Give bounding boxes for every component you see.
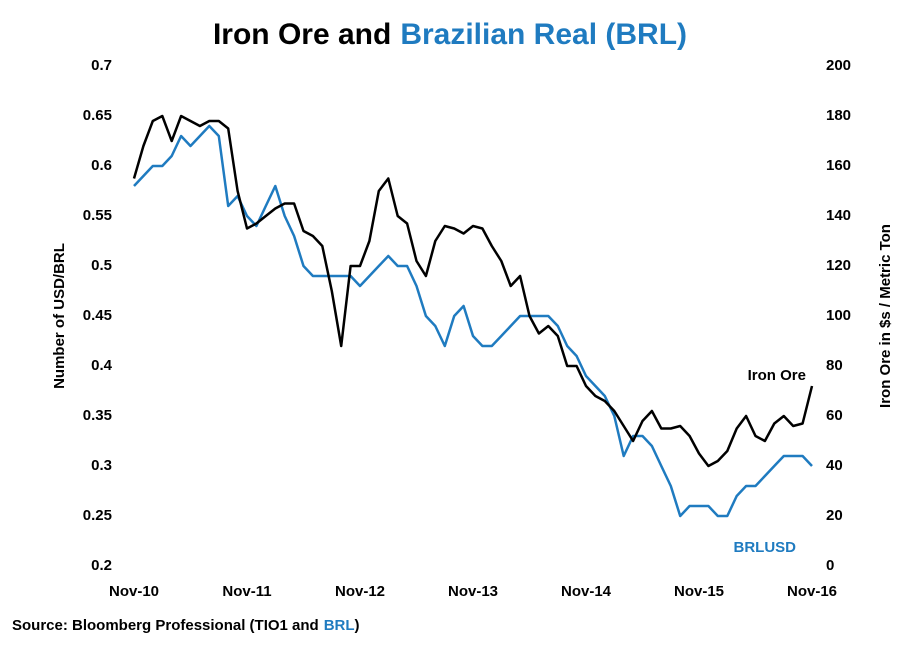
- y2-tick-label: 100: [826, 307, 851, 324]
- y2-tick-label: 180: [826, 107, 851, 124]
- y-tick-label: 0.6: [91, 157, 112, 174]
- y-tick-label: 0.35: [83, 407, 112, 424]
- y-tick-label: 0.25: [83, 507, 112, 524]
- y2-tick-label: 200: [826, 57, 851, 74]
- y2-tick-label: 60: [826, 407, 843, 424]
- y2-tick-label: 40: [826, 457, 843, 474]
- y-tick-label: 0.65: [83, 107, 112, 124]
- y-tick-label: 0.45: [83, 307, 112, 324]
- y-axis-label: Number of USD/BRL: [51, 243, 68, 389]
- y-tick-label: 0.2: [91, 557, 112, 574]
- y-tick-label: 0.3: [91, 457, 112, 474]
- series-label: Iron Ore: [748, 367, 806, 384]
- series-line: [133, 124, 813, 518]
- series-label: BRLUSD: [734, 539, 797, 556]
- x-tick-label: Nov-14: [561, 583, 612, 600]
- y2-tick-label: 0: [826, 557, 834, 574]
- source: Source: Bloomberg Professional (TIO1 and…: [12, 617, 360, 634]
- x-tick-label: Nov-10: [109, 583, 159, 600]
- x-tick-label: Nov-13: [448, 583, 498, 600]
- y2-tick-label: 80: [826, 357, 843, 374]
- y2-axis-label: Iron Ore in $s / Metric Ton: [877, 224, 894, 408]
- y2-tick-label: 20: [826, 507, 843, 524]
- y-tick-label: 0.55: [83, 207, 112, 224]
- x-tick-label: Nov-12: [335, 583, 385, 600]
- y2-tick-label: 120: [826, 257, 851, 274]
- x-tick-label: Nov-11: [222, 583, 271, 600]
- y-tick-label: 0.7: [91, 57, 112, 74]
- x-tick-label: Nov-15: [674, 583, 724, 600]
- series-line: [132, 114, 814, 468]
- chart-title: Iron Ore and Brazilian Real (BRL): [213, 18, 687, 51]
- x-tick-label: Nov-16: [787, 583, 837, 600]
- y-tick-label: 0.4: [91, 357, 113, 374]
- y2-tick-label: 140: [826, 207, 851, 224]
- y2-tick-label: 160: [826, 157, 851, 174]
- y-tick-label: 0.5: [91, 257, 112, 274]
